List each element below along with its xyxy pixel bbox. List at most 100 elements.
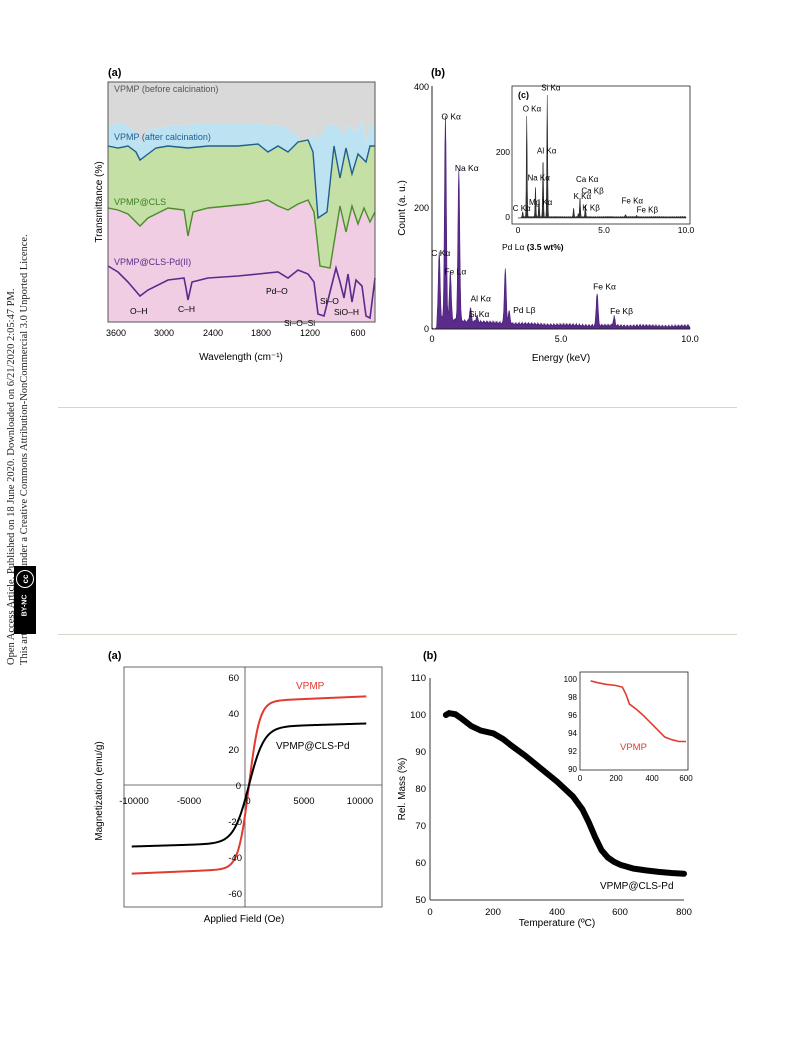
x-tick: 0 (245, 796, 250, 807)
peak-label: Na Kα (455, 163, 479, 173)
x-axis-label: Applied Field (Oe) (204, 914, 285, 925)
y-tick: -20 (228, 817, 242, 828)
inset-peak-label: Ca Kα (576, 175, 599, 184)
annotation-pdo: Pd–O (266, 286, 288, 296)
series-label-vpmp: VPMP (296, 681, 325, 692)
series-line-vpmp-cls-pd (107, 264, 376, 320)
divider-top (58, 407, 737, 408)
inset-peak-label: C Kα (513, 204, 531, 213)
inset-y-tick: 92 (568, 747, 577, 756)
annotation-oh: O–H (130, 306, 147, 316)
annotation-ch: C–H (178, 304, 195, 314)
edx-inset: (c) C Kα O Kα Na Kα Mg Kα Al Kα Si Kα K Kα K Kβ… (496, 83, 695, 235)
series-band-after-calcination (108, 120, 375, 218)
edx-figure: (b) C Kα O Kα Fe Lα Na Kα Al Kα Si Kα Pd Lβ Fe … (397, 67, 699, 364)
series-label-vpmp-cls-pd: VPMP@CLS-Pd(II) (114, 257, 191, 267)
y-tick: 20 (228, 745, 239, 756)
x-tick: 10000 (347, 796, 373, 807)
series-label-vpmp-cls-pd: VPMP@CLS-Pd (600, 881, 674, 892)
inset-x-tick: 5.0 (598, 225, 610, 235)
inset-frame (511, 85, 691, 225)
pd-loading: (3.5 wt%) (527, 242, 564, 252)
peak-label: Al Kα (470, 294, 491, 304)
inset-peak-label: K Kα (574, 192, 592, 201)
x-tick: 0 (429, 334, 434, 344)
x-axis-label: Wavelength (cm⁻¹) (199, 352, 283, 363)
x-tick: -5000 (177, 796, 201, 807)
y-tick: 40 (228, 709, 239, 720)
inset-peak-label: Na Kα (527, 174, 550, 183)
x-tick: 10.0 (681, 334, 699, 344)
panel-label: (b) (431, 67, 445, 79)
y-tick: 0 (236, 781, 241, 792)
annotation-sioh: SiO–H (334, 307, 359, 317)
series-line-after-calcination (107, 139, 375, 220)
inset-x-tick: 0 (578, 774, 583, 783)
inset-x-tick: 200 (609, 774, 623, 783)
y-tick: 80 (415, 784, 426, 795)
inset-x-tick: 400 (645, 774, 659, 783)
peak-label: Fe Kβ (610, 306, 633, 316)
ftir-figure: (a) VPMP (before calcination) VPMP (afte… (94, 67, 376, 363)
peak-label: Fe Lα (444, 266, 466, 276)
inset-peak-label: Ca Kβ (581, 186, 604, 195)
y-tick: -40 (228, 853, 242, 864)
inset-frame (579, 671, 689, 771)
by-nc-label: BY-NC (21, 594, 29, 617)
y-axis-label: Count (a. u.) (397, 180, 408, 236)
x-tick: 800 (676, 907, 692, 918)
annotation-sio: Si–O (320, 296, 339, 306)
x-tick: 1800 (251, 328, 271, 338)
x-tick: 3600 (106, 328, 126, 338)
peak-label: C Kα (431, 248, 450, 258)
inset-y-tick: 200 (496, 147, 510, 157)
vsm-figure: (a) 60 40 20 0 -20 -40 -60 -10000 -5000 … (94, 650, 383, 925)
series-line-vpmp-cls-pd (442, 710, 687, 877)
inset-series-label-vpmp: VPMP (620, 742, 647, 753)
annotation-siosi: Si–O–Si (284, 318, 315, 328)
y-axis-label: Magnetization (emu/g) (94, 741, 105, 841)
x-axis-label: Energy (keV) (532, 353, 590, 364)
edx-spectrum-area (431, 115, 691, 330)
inset-y-tick: 90 (568, 765, 577, 774)
peak-label: O Kα (441, 111, 461, 121)
series-band-vpmp-cls-pd (108, 200, 375, 322)
x-tick: 200 (485, 907, 501, 918)
y-tick: 400 (414, 82, 429, 92)
y-tick: 200 (414, 203, 429, 213)
y-tick: -60 (228, 889, 242, 900)
inset-panel-label: (c) (518, 90, 529, 100)
series-band-before-calcination (108, 82, 375, 150)
series-label-vpmp-cls-pd: VPMP@CLS-Pd (276, 741, 350, 752)
inset-y-tick: 0 (505, 212, 510, 222)
peak-label: Fe Kα (593, 282, 616, 292)
cc-by-nc-badge[interactable]: cc BY-NC (14, 566, 36, 634)
inset-peak-label: Fe Kβ (637, 206, 659, 215)
y-tick: 70 (415, 821, 426, 832)
x-tick: 2400 (203, 328, 223, 338)
inset-y-tick: 98 (568, 693, 577, 702)
inset-peak-label: O Kα (523, 104, 542, 113)
cc-icon: cc (16, 570, 34, 588)
inset-peak-label: K Kβ (582, 204, 600, 213)
series-label-before-calcination: VPMP (before calcination) (114, 84, 218, 94)
inset-peak-label: Al Kα (537, 146, 557, 155)
peak-label: Pd Lβ (513, 305, 535, 315)
x-tick: 1200 (300, 328, 320, 338)
y-tick: 50 (415, 895, 426, 906)
series-label-vpmp-cls: VPMP@CLS (114, 197, 166, 207)
y-tick: 60 (228, 673, 239, 684)
x-tick: 0 (427, 907, 432, 918)
y-tick: 100 (410, 710, 426, 721)
x-tick: 5000 (293, 796, 314, 807)
plot-frame (107, 81, 376, 323)
inset-y-tick: 100 (564, 675, 578, 684)
inset-x-tick: 0 (516, 225, 521, 235)
series-line-vpmp-cls-pd (131, 722, 367, 848)
plot-frame (123, 666, 383, 908)
x-axis-label: Temperature (ºC) (519, 918, 595, 929)
inset-peak-label: Mg Kα (529, 198, 553, 207)
y-tick: 90 (415, 747, 426, 758)
pd-peak-label: Pd Lα (502, 242, 524, 252)
x-tick: 600 (350, 328, 365, 338)
